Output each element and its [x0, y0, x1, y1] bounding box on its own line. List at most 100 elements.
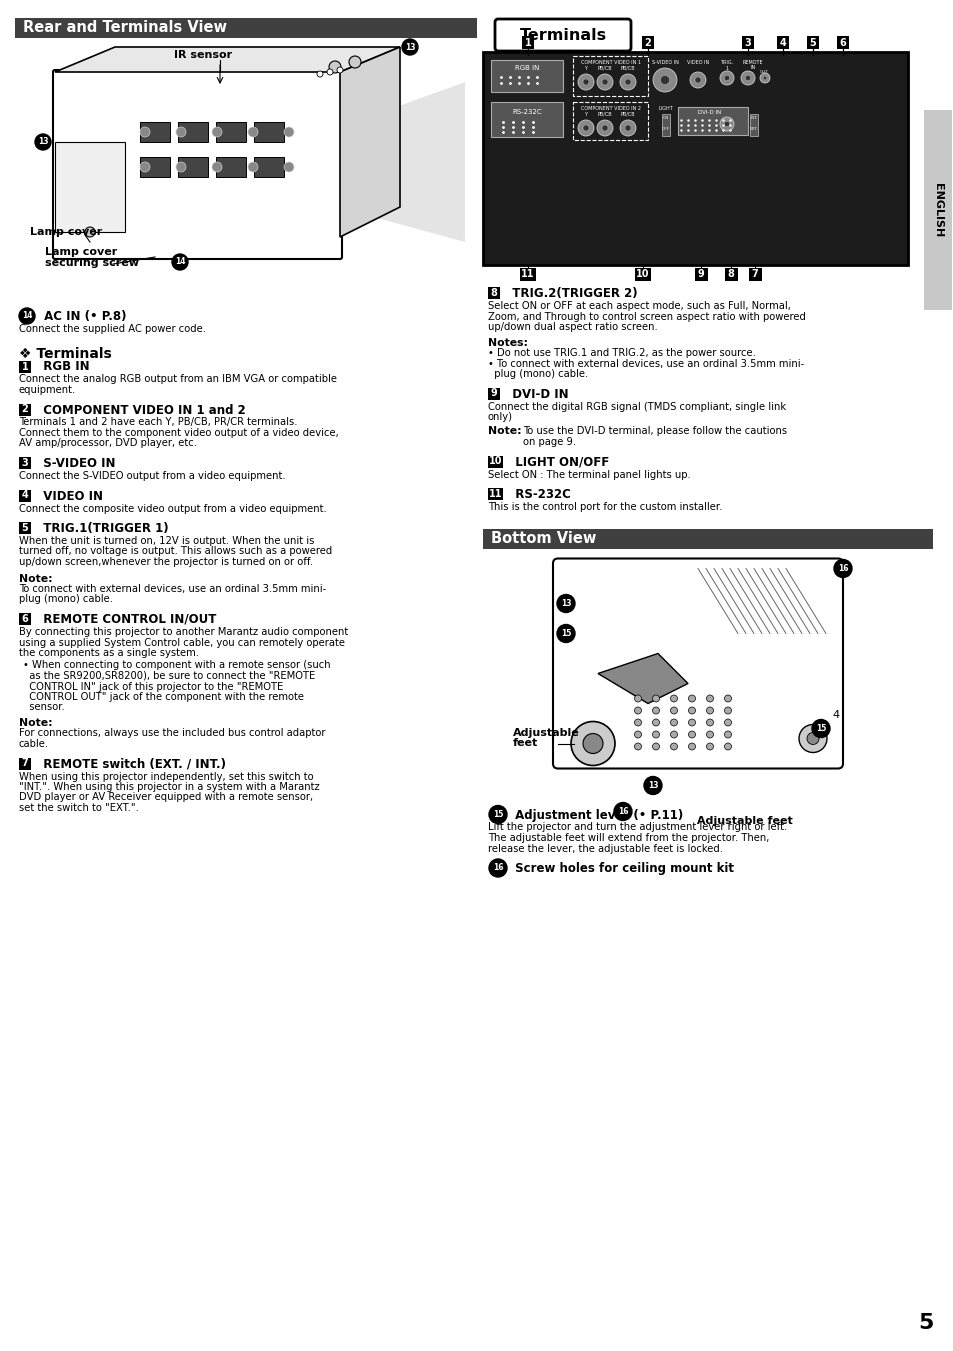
Text: 11: 11 [520, 269, 535, 280]
Text: DVD player or AV Receiver equipped with a remote sensor,: DVD player or AV Receiver equipped with … [19, 793, 313, 802]
Circle shape [619, 120, 636, 136]
Circle shape [557, 624, 575, 643]
Text: TRIG.1(TRIGGER 1): TRIG.1(TRIGGER 1) [35, 521, 169, 535]
Text: PB/CB: PB/CB [598, 66, 612, 72]
Bar [741, 36, 753, 49]
Bar [488, 286, 499, 299]
Text: 6: 6 [839, 38, 845, 49]
Circle shape [489, 859, 506, 877]
Circle shape [401, 39, 417, 55]
Circle shape [634, 731, 640, 738]
Circle shape [248, 162, 257, 172]
Circle shape [744, 76, 750, 81]
Text: 9: 9 [697, 269, 703, 280]
Text: 3: 3 [22, 458, 29, 467]
Circle shape [740, 72, 754, 85]
Circle shape [624, 78, 630, 85]
Text: TRIG.: TRIG. [720, 59, 733, 65]
Circle shape [634, 743, 640, 750]
Text: CONTROL IN" jack of this projector to the "REMOTE: CONTROL IN" jack of this projector to th… [23, 681, 283, 692]
Text: 13: 13 [647, 781, 658, 790]
Circle shape [652, 731, 659, 738]
Text: To connect with external devices, use an ordinal 3.5mm mini-: To connect with external devices, use an… [19, 584, 326, 594]
Text: OFF: OFF [661, 127, 669, 131]
Text: feet: feet [513, 739, 537, 748]
Text: release the lever, the adjustable feet is locked.: release the lever, the adjustable feet i… [488, 843, 722, 854]
Circle shape [557, 594, 575, 612]
Circle shape [614, 802, 631, 820]
Circle shape [634, 719, 640, 725]
Circle shape [652, 743, 659, 750]
Text: Screw holes for ceiling mount kit: Screw holes for ceiling mount kit [511, 862, 733, 875]
Text: 15: 15 [493, 811, 502, 819]
Text: 1: 1 [524, 38, 531, 49]
Circle shape [689, 72, 705, 88]
Text: • When connecting to component with a remote sensor (such: • When connecting to component with a re… [23, 661, 331, 670]
Bar [678, 107, 747, 135]
Text: S-VIDEO IN: S-VIDEO IN [35, 457, 115, 470]
Text: IR sensor: IR sensor [173, 50, 232, 59]
Text: OUT: OUT [759, 70, 767, 74]
Text: Bottom View: Bottom View [491, 531, 596, 546]
Text: Terminals: Terminals [518, 27, 606, 42]
Text: plug (mono) cable.: plug (mono) cable. [19, 594, 112, 604]
Circle shape [806, 732, 818, 744]
Text: 11: 11 [488, 489, 501, 499]
Text: ENGLISH: ENGLISH [932, 182, 942, 238]
Text: 15: 15 [560, 630, 571, 638]
Circle shape [706, 731, 713, 738]
Circle shape [694, 77, 700, 82]
Circle shape [706, 694, 713, 703]
Text: • Do not use TRIG.1 and TRIG.2, as the power source.: • Do not use TRIG.1 and TRIG.2, as the p… [488, 349, 755, 358]
Circle shape [723, 743, 731, 750]
Text: 14: 14 [174, 258, 185, 266]
Bar [178, 122, 208, 142]
Text: 16: 16 [618, 807, 628, 816]
Text: REMOTE switch (EXT. / INT.): REMOTE switch (EXT. / INT.) [35, 758, 226, 770]
Circle shape [670, 707, 677, 713]
Text: 13: 13 [560, 598, 571, 608]
Circle shape [336, 68, 343, 73]
Text: Connect the S-VIDEO output from a video equipment.: Connect the S-VIDEO output from a video … [19, 471, 285, 481]
Circle shape [175, 162, 186, 172]
Circle shape [688, 743, 695, 750]
Bar [749, 113, 758, 136]
Bar [836, 36, 848, 49]
Text: AC IN (• P.8): AC IN (• P.8) [40, 309, 127, 323]
Text: using a supplied System Control cable, you can remotely operate: using a supplied System Control cable, y… [19, 638, 345, 647]
Text: up/down screen,whenever the projector is turned on or off.: up/down screen,whenever the projector is… [19, 557, 313, 567]
Text: PB/CB: PB/CB [620, 66, 635, 72]
Circle shape [634, 707, 640, 713]
Text: "INT.". When using this projector in a system with a Marantz: "INT.". When using this projector in a s… [19, 782, 319, 792]
Text: RGB IN: RGB IN [35, 361, 90, 373]
Text: plug (mono) cable.: plug (mono) cable. [488, 369, 588, 380]
Circle shape [597, 74, 613, 91]
Text: For connections, always use the included bus control adaptor: For connections, always use the included… [19, 728, 325, 739]
Text: Lift the projector and turn the adjustment lever right or left.: Lift the projector and turn the adjustme… [488, 823, 786, 832]
Circle shape [489, 805, 506, 824]
Text: the components as a single system.: the components as a single system. [19, 648, 199, 658]
Text: DVI-D IN: DVI-D IN [503, 388, 568, 400]
Circle shape [140, 127, 150, 136]
Text: 5: 5 [22, 523, 29, 534]
Circle shape [597, 120, 613, 136]
Text: • To connect with external devices, use an ordinal 3.5mm mini-: • To connect with external devices, use … [488, 358, 803, 369]
Circle shape [720, 118, 733, 131]
Circle shape [723, 76, 729, 81]
Circle shape [212, 162, 222, 172]
Text: Adjustable feet: Adjustable feet [692, 816, 792, 827]
Text: Note:: Note: [19, 574, 52, 584]
Text: COMPONENT VIDEO IN 2: COMPONENT VIDEO IN 2 [580, 105, 640, 111]
Text: VIDEO IN: VIDEO IN [35, 489, 103, 503]
Text: 8: 8 [490, 288, 497, 299]
Polygon shape [55, 47, 399, 72]
Bar [521, 36, 534, 49]
Bar [573, 101, 647, 141]
Polygon shape [598, 654, 687, 704]
Circle shape [762, 76, 766, 80]
Circle shape [720, 72, 733, 85]
Text: Adjustment lever (• P.11): Adjustment lever (• P.11) [511, 808, 682, 821]
Circle shape [316, 72, 323, 77]
Circle shape [329, 61, 340, 73]
Text: 16: 16 [837, 563, 847, 573]
